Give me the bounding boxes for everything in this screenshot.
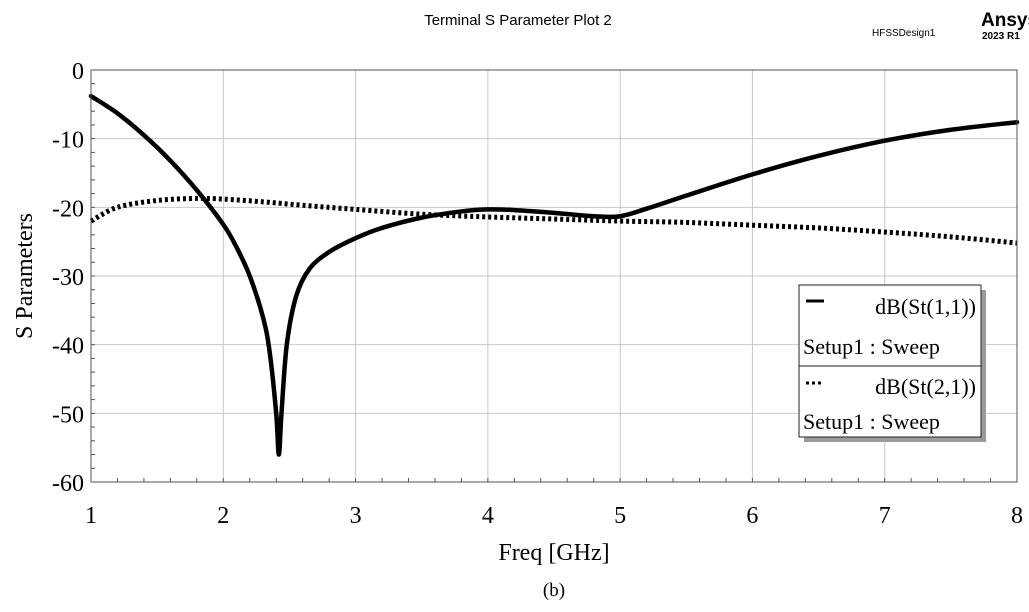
y-tick-label: -60 (52, 471, 84, 497)
series-layer (88, 93, 1020, 457)
brand-version: 2023 R1 (982, 31, 1020, 42)
x-tick-label: 6 (746, 503, 758, 529)
design-name: HFSSDesign1 (872, 28, 936, 39)
y-axis-label: S Parameters (12, 213, 38, 339)
y-tick-label: -50 (52, 402, 84, 428)
x-tick-label: 1 (85, 503, 97, 529)
x-axis-label: Freq [GHz] (498, 540, 609, 566)
x-tick-label: 5 (614, 503, 626, 529)
y-tick-label: 0 (72, 59, 84, 85)
legend: dB(St(1,1)) Setup1 : Sweep dB(St(2,1)) S… (798, 284, 986, 442)
legend-series-2-name: dB(St(2,1)) (875, 374, 976, 399)
legend-series-1-setup: Setup1 : Sweep (803, 334, 940, 359)
y-tick-label: -20 (52, 196, 84, 222)
x-tick-label: 8 (1011, 503, 1023, 529)
plot-frame (90, 69, 1018, 483)
series-st11-line (88, 93, 1020, 457)
tick-layer: 1 2 3 4 5 6 7 8 0 -10 -20 -30 -40 -50 -60 (52, 59, 1023, 529)
figure-caption: (b) (543, 580, 565, 601)
y-tick-label: -30 (52, 265, 84, 291)
x-tick-label: 7 (879, 503, 891, 529)
chart-title: Terminal S Parameter Plot 2 (424, 12, 612, 29)
y-tick-label: -40 (52, 334, 84, 360)
x-tick-label: 2 (217, 503, 229, 529)
legend-box (798, 284, 982, 438)
series-st21-line (89, 195, 1018, 246)
y-tick-label: -10 (52, 128, 84, 154)
legend-series-1-name: dB(St(1,1)) (875, 294, 976, 319)
legend-series-2-setup: Setup1 : Sweep (803, 409, 940, 434)
brand-logo: Ansys (981, 10, 1029, 31)
x-tick-label: 4 (482, 503, 494, 529)
x-tick-label: 3 (350, 503, 362, 529)
